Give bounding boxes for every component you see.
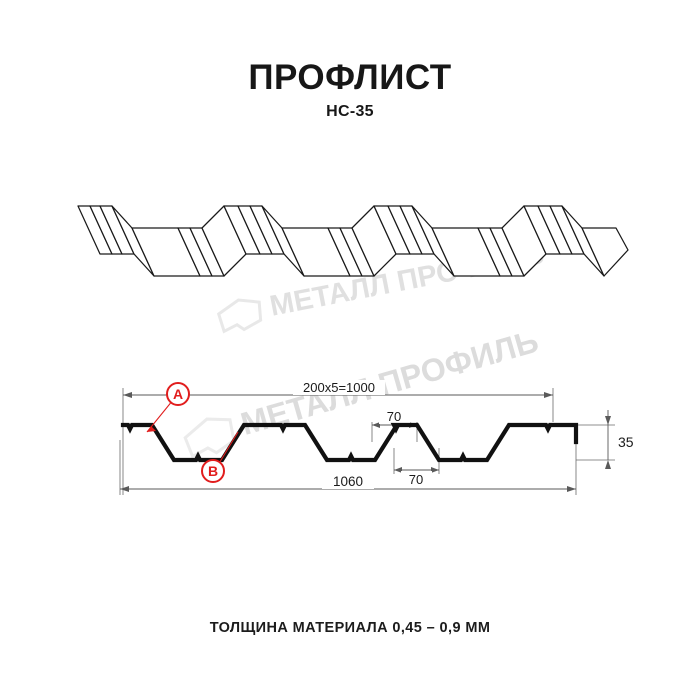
cross-section-view: 200x5=1000 70 70 <box>95 370 655 510</box>
page-title: ПРОФЛИСТ <box>248 58 452 97</box>
callout-a-label: A <box>173 386 183 402</box>
callout-a: A <box>146 382 190 433</box>
dimension-height-label: 35 <box>618 434 634 450</box>
dimension-bottom-flat: 70 <box>394 467 439 487</box>
profile-outline <box>120 422 579 463</box>
dimension-overall-width-label: 1060 <box>333 474 363 489</box>
callout-b: B <box>201 431 239 483</box>
dimension-top-flat: 70 <box>372 409 417 428</box>
dimension-pitch-total: 200x5=1000 <box>123 380 553 398</box>
dimension-bottom-flat-label: 70 <box>409 472 423 487</box>
product-model: НС-35 <box>326 103 374 120</box>
isometric-profile-view <box>60 180 640 305</box>
iso-corrugation-body <box>77 205 629 277</box>
callout-b-label: B <box>208 463 218 479</box>
material-thickness-note: ТОЛЩИНА МАТЕРИАЛА 0,45 – 0,9 ММ <box>209 620 491 636</box>
dimension-overall-width: 1060 <box>120 473 576 492</box>
callout-a-circle <box>166 382 190 406</box>
dimension-pitch-total-label: 200x5=1000 <box>303 380 375 395</box>
callout-b-circle <box>201 459 225 483</box>
dimension-height: 35 <box>605 410 634 469</box>
dimension-top-flat-label: 70 <box>387 409 401 424</box>
